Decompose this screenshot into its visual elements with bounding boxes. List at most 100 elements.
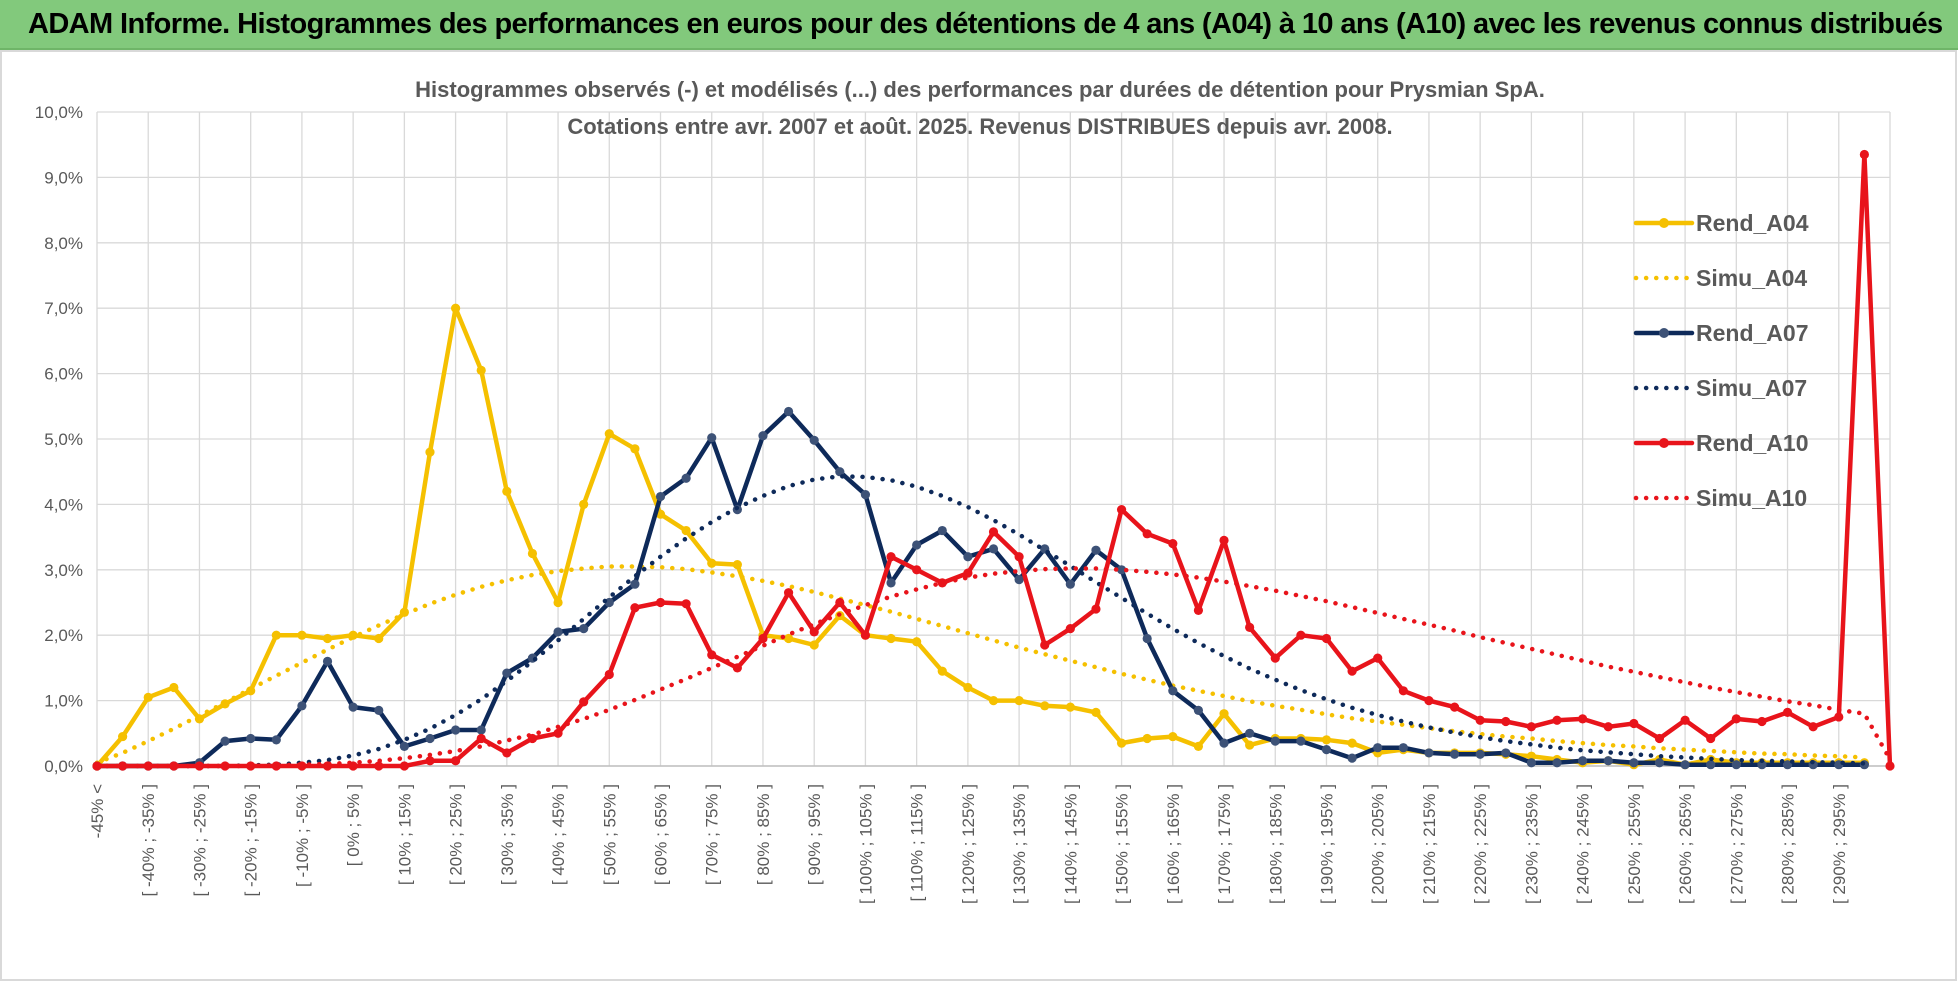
data-point — [912, 565, 922, 575]
x-tick-label: [ 10% ; 15% ] — [395, 784, 414, 885]
x-tick-label: [ 70% ; 75% ] — [703, 784, 722, 885]
data-point — [963, 568, 973, 578]
data-point — [1245, 728, 1255, 738]
data-point — [1321, 745, 1332, 755]
series-layer — [92, 149, 1895, 771]
data-point — [1040, 701, 1050, 711]
data-point — [1449, 702, 1460, 712]
data-point — [937, 666, 947, 676]
data-point — [1449, 749, 1460, 759]
x-tick-label: [ 130% ; 135% ] — [1010, 784, 1029, 904]
data-point — [1116, 505, 1127, 515]
series-line — [94, 474, 1867, 769]
data-point — [502, 668, 512, 678]
data-point — [1014, 575, 1024, 585]
data-point — [118, 731, 128, 742]
data-point — [860, 630, 871, 640]
data-point — [1168, 731, 1178, 742]
x-tick-label: [ 140% ; 145% ] — [1061, 784, 1080, 904]
data-point — [246, 733, 256, 744]
legend-item-Simu_A10: Simu_A10 — [1633, 485, 1807, 511]
data-point — [1091, 545, 1101, 555]
data-point — [809, 435, 819, 445]
chart-subtitle-line-2: Cotations entre avr. 2007 et août. 2025.… — [567, 114, 1392, 139]
data-point — [1014, 696, 1024, 706]
data-point — [1168, 686, 1178, 696]
grid — [96, 111, 1891, 767]
data-point — [988, 696, 999, 706]
x-tick-label: [ 120% ; 125% ] — [959, 784, 978, 904]
data-point — [271, 735, 281, 745]
data-point — [732, 663, 742, 673]
x-tick-label: [ -10% ; -5% ] — [293, 784, 312, 887]
data-point — [707, 433, 717, 443]
x-tick-label: [ 0% ; 5% ] — [344, 784, 363, 866]
data-point — [579, 624, 589, 634]
legend-item-Rend_A07: Rend_A07 — [1633, 320, 1808, 346]
data-point — [809, 627, 819, 637]
data-point — [220, 736, 230, 746]
data-point — [271, 630, 281, 640]
x-tick-label: [ 40% ; 45% ] — [549, 784, 568, 885]
legend-label: Simu_A10 — [1696, 485, 1807, 511]
data-point — [783, 633, 794, 644]
data-point — [143, 692, 153, 702]
data-point — [758, 431, 768, 441]
data-point — [1296, 736, 1306, 746]
data-point — [1014, 552, 1024, 562]
legend-marker — [1659, 328, 1669, 338]
data-point — [502, 486, 512, 496]
data-point — [835, 467, 845, 477]
data-point — [1654, 758, 1665, 768]
chart-frame — [0, 50, 1957, 981]
data-point — [579, 499, 589, 509]
data-point — [1680, 760, 1690, 770]
data-point — [1398, 686, 1408, 696]
data-point — [655, 491, 666, 502]
data-point — [1091, 604, 1101, 614]
data-point — [963, 552, 973, 562]
data-point — [1193, 605, 1204, 615]
x-tick-label: [ -20% ; -15% ] — [242, 784, 261, 896]
legend-label: Rend_A10 — [1696, 430, 1808, 456]
data-point — [1526, 751, 1536, 761]
data-point — [630, 579, 640, 589]
data-point — [1065, 624, 1075, 634]
y-tick-label: 1,0% — [44, 692, 83, 711]
data-point — [1603, 756, 1613, 766]
data-point — [630, 603, 640, 613]
data-point — [988, 544, 999, 554]
data-point — [1347, 738, 1357, 748]
y-tick-label: 8,0% — [44, 234, 83, 253]
data-point — [1321, 633, 1332, 644]
data-point — [886, 633, 896, 644]
legend-item-Rend_A04: Rend_A04 — [1633, 210, 1809, 236]
data-point — [1347, 753, 1357, 763]
legend-label: Simu_A04 — [1696, 265, 1807, 291]
data-point — [1757, 716, 1767, 727]
data-point — [220, 761, 230, 771]
data-point — [451, 725, 461, 735]
y-tick-label: 4,0% — [44, 495, 83, 514]
data-point — [783, 406, 794, 417]
data-point — [1526, 758, 1536, 768]
data-point — [1578, 714, 1588, 724]
data-point — [1091, 707, 1101, 717]
data-point — [297, 630, 307, 640]
data-point — [425, 756, 435, 766]
data-point — [1219, 738, 1229, 748]
data-point — [1219, 709, 1229, 719]
data-point — [681, 473, 691, 483]
data-point — [1142, 633, 1152, 644]
data-point — [1168, 539, 1178, 549]
data-point — [1578, 756, 1588, 766]
data-point — [1193, 741, 1204, 751]
data-point — [732, 559, 742, 570]
data-point — [1373, 743, 1383, 753]
data-point — [681, 599, 691, 609]
data-point — [1193, 705, 1204, 716]
data-point — [1398, 743, 1408, 753]
data-point — [1142, 733, 1152, 744]
data-point — [886, 552, 896, 562]
x-tick-label: [ 230% ; 235% ] — [1522, 784, 1541, 904]
